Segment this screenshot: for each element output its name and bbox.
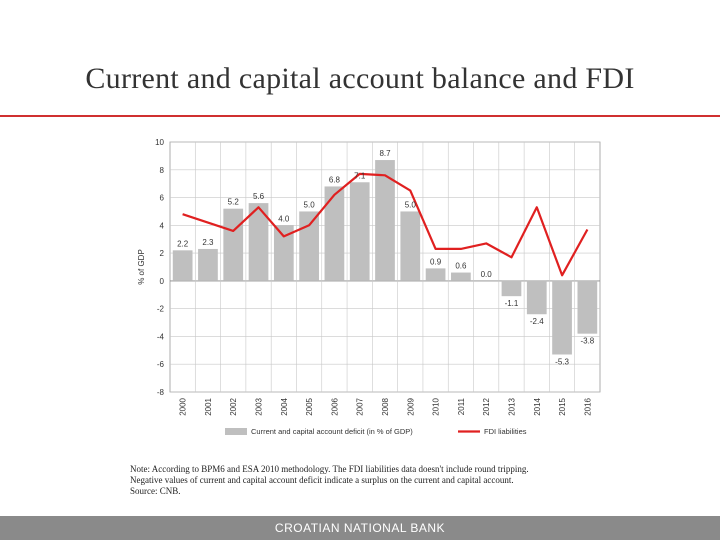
bar	[526, 280, 547, 315]
y-tick-label: 0	[160, 277, 165, 286]
y-tick-label: -2	[157, 305, 165, 314]
data-label: 0.9	[430, 257, 442, 266]
x-tick-label: 2003	[255, 397, 264, 415]
footnote-source: Source: CNB.	[130, 486, 181, 496]
data-label: 2.2	[177, 239, 189, 248]
y-tick-label: 4	[160, 221, 165, 230]
chart: 2.2 2.35.25.64.05.06.8 7.18.75.00.9 0.60.0-…	[137, 138, 601, 436]
bar	[577, 280, 598, 334]
y-tick-label: -8	[157, 388, 165, 397]
footnote-line: Negative values of current and capital a…	[130, 475, 514, 485]
line-series	[182, 172, 589, 277]
data-label: 7.1	[354, 171, 366, 180]
x-tick-label: 2010	[432, 397, 441, 415]
data-label: 0.0	[481, 270, 493, 279]
y-tick-label: -6	[157, 360, 165, 369]
data-label: 2.3	[202, 238, 214, 247]
data-label: 5.0	[405, 200, 417, 209]
legend: Current and capital account deficit (in …	[225, 427, 527, 436]
bar	[552, 280, 572, 355]
x-tick-label: 2000	[179, 397, 188, 415]
data-label: -3.8	[580, 337, 594, 346]
x-tick-label: 2013	[507, 397, 516, 415]
x-tick-label: 2005	[305, 397, 314, 415]
y-tick-label: 10	[155, 138, 164, 147]
footer-brand: CROATIAN NATIONAL BANK	[274, 521, 446, 535]
legend-swatch-bar	[225, 428, 247, 435]
data-labels: 2.2 2.3 5.2 5.6 4.0 5.0 6.8 7.1 8.7 5.0 0.9 0.6 0.0 -…	[177, 149, 595, 366]
x-tick-label: 2014	[533, 397, 542, 415]
data-label: 0.6	[455, 262, 467, 271]
data-label: 5.6	[253, 192, 265, 201]
data-label: 6.8	[329, 175, 341, 184]
bar	[324, 186, 345, 281]
slide-title: Current and capital account balance and …	[85, 62, 635, 95]
bar-series	[172, 160, 598, 355]
data-label: -1.1	[505, 299, 519, 308]
legend-label: Current and capital account deficit (in …	[251, 427, 413, 436]
bar	[248, 203, 269, 281]
bar	[400, 211, 421, 281]
y-axis-label: % of GDP	[137, 249, 146, 285]
bar	[299, 211, 319, 281]
x-tick-label: 2016	[583, 397, 592, 415]
title-divider	[0, 115, 720, 117]
data-label: -2.4	[530, 317, 544, 326]
x-tick-label: 2012	[482, 397, 491, 415]
bar	[198, 248, 218, 281]
bar	[375, 160, 395, 281]
bar	[273, 225, 294, 281]
x-tick-label: 2002	[229, 397, 238, 415]
footnote: Note: According to BPM6 and ESA 2010 met…	[130, 464, 690, 497]
x-tick-label: 2011	[457, 397, 466, 415]
bar	[223, 208, 244, 281]
data-label: -5.3	[555, 358, 569, 367]
data-label: 5.2	[228, 198, 240, 207]
x-tick-label: 2008	[381, 397, 390, 415]
y-tick-label: 2	[160, 249, 165, 258]
y-tick-label: -4	[157, 332, 165, 341]
footnote-line: Note: According to BPM6 and ESA 2010 met…	[130, 464, 529, 474]
data-label: 8.7	[379, 149, 391, 158]
bar	[451, 272, 471, 281]
footer-bar: CROATIAN NATIONAL BANK	[0, 516, 720, 540]
x-tick-label: 2015	[558, 397, 567, 415]
bar	[349, 182, 370, 281]
fdi-line	[182, 172, 589, 277]
bar	[501, 280, 522, 297]
x-tick-label: 2007	[356, 397, 365, 415]
data-label: 5.0	[304, 200, 316, 209]
x-tick-label: 2001	[204, 397, 213, 415]
bar	[172, 250, 193, 281]
axes: -8 -6 -4 -2 0 2 4 6 8 10 2000 2001 2002 2003 2004 2005 2…	[137, 138, 592, 416]
y-tick-label: 6	[160, 194, 165, 203]
data-label: 4.0	[278, 214, 290, 223]
x-tick-label: 2004	[280, 397, 289, 415]
y-tick-label: 8	[160, 166, 165, 175]
bar	[425, 268, 446, 281]
legend-label: FDI liabilities	[484, 427, 527, 436]
x-tick-label: 2006	[330, 397, 339, 415]
x-tick-label: 2009	[406, 397, 415, 415]
